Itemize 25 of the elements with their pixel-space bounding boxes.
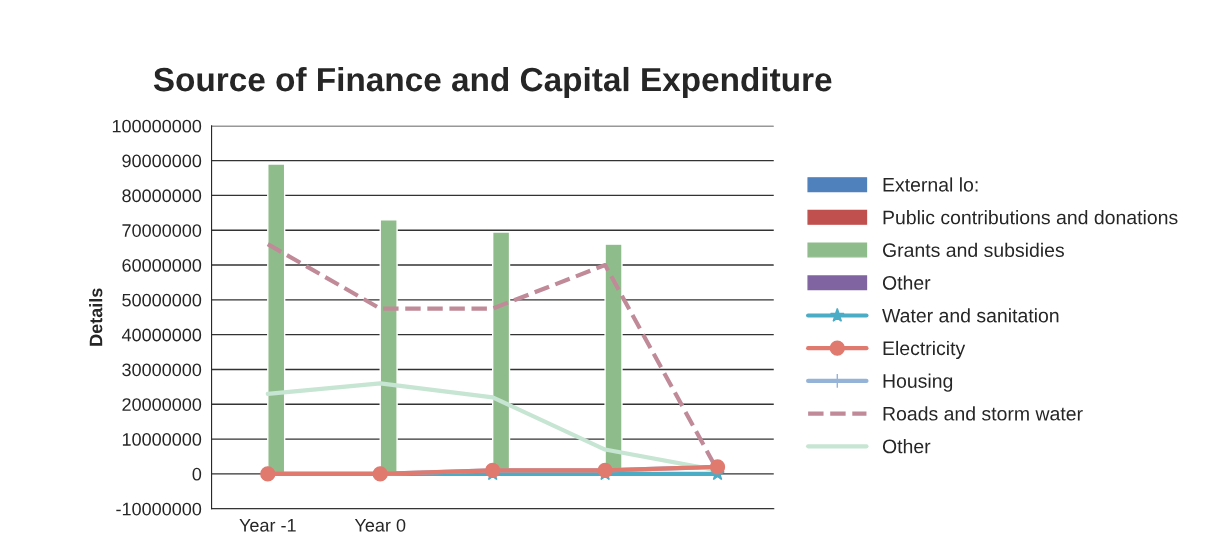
y-tick-label: 20000000	[122, 398, 202, 411]
legend-label: Roads and storm water	[883, 406, 1083, 421]
y-tick-label: 70000000	[122, 224, 202, 237]
y-tick-label: 60000000	[122, 258, 202, 272]
y-tick-label: 50000000	[122, 293, 202, 307]
y-tick-label: 40000000	[121, 328, 202, 342]
legend-label: Water and sanitation	[882, 308, 1059, 323]
y-tick-label: 0	[192, 467, 202, 481]
y-tick-label: 90000000	[122, 154, 202, 168]
x-tick-label: Year -1	[239, 519, 296, 532]
legend-label: Electricity	[883, 340, 966, 360]
legend-label: Other	[882, 439, 931, 454]
y-tick-label: 80000000	[122, 189, 202, 203]
legend-label: Housing	[883, 373, 953, 392]
y-tick-label: 30000000	[122, 363, 202, 377]
legend-label: Public contributions and donations	[883, 210, 1178, 225]
legend-label: Other	[882, 275, 931, 290]
legend-label: Grants and subsidies	[882, 242, 1064, 258]
y-tick-label: -10000000	[116, 502, 202, 516]
y-tick-label: 10000000	[122, 433, 202, 446]
chart-title: Source of Finance and Capital Expenditure	[153, 66, 832, 98]
y-tick-label: 100000000	[112, 119, 202, 133]
x-tick-label: Year 0	[354, 518, 406, 532]
legend-label: External lo:	[883, 177, 978, 192]
y-axis-title: Details	[89, 288, 103, 346]
